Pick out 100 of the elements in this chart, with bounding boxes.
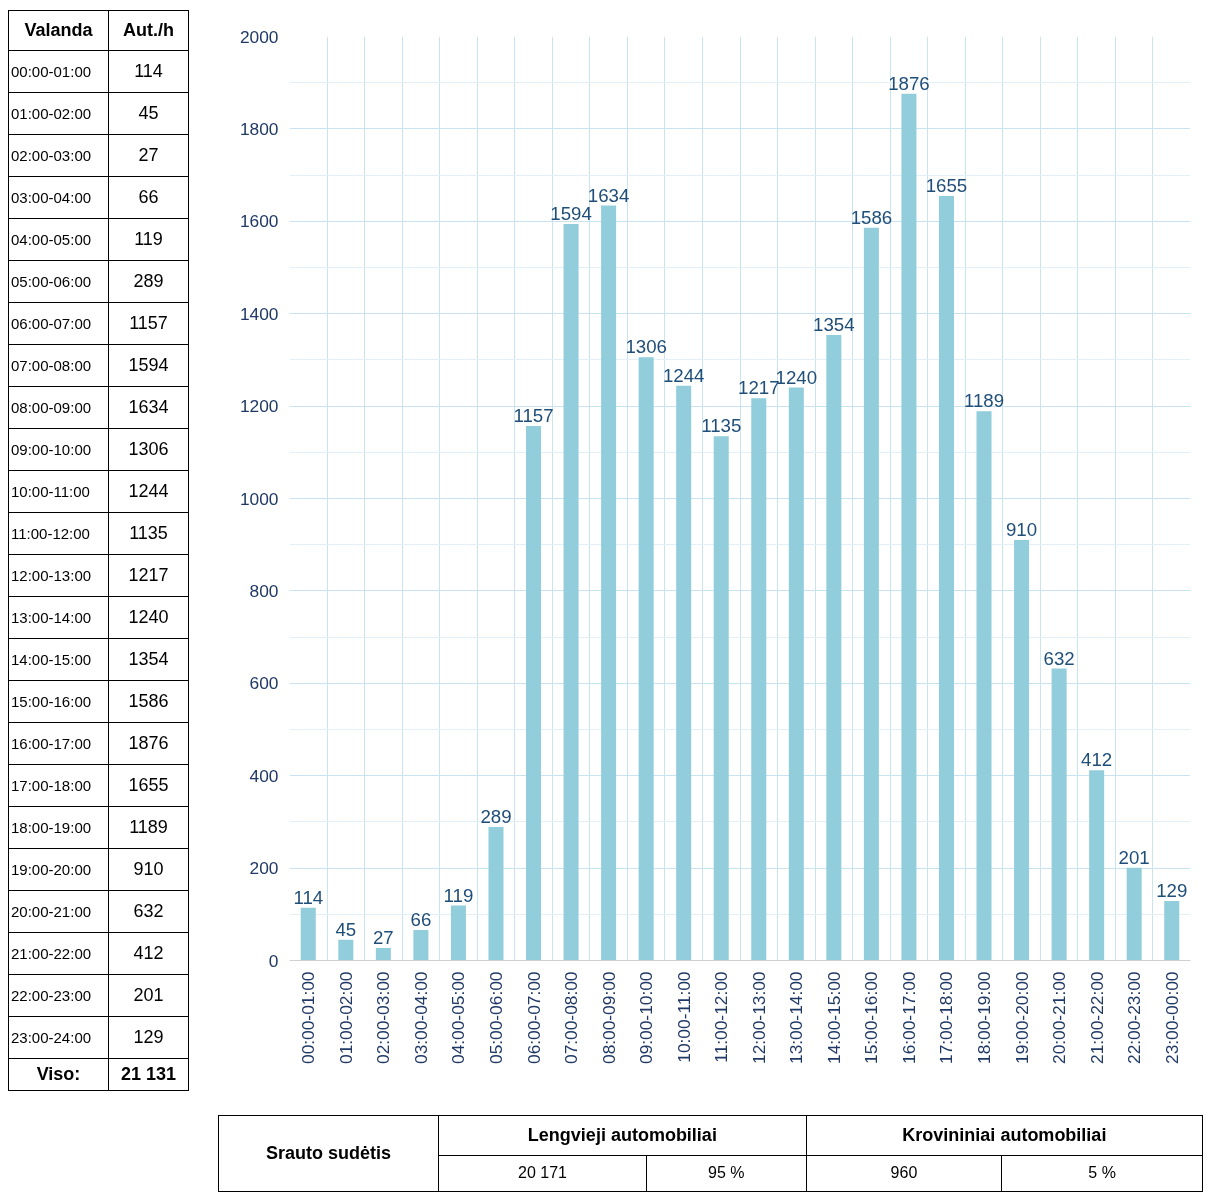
y-tick-label: 0 <box>268 950 279 971</box>
x-tick-label: 13:00-14:00 <box>786 971 807 1064</box>
x-tick-label: 06:00-07:00 <box>523 971 544 1064</box>
x-tick-label: 10:00-11:00 <box>673 971 694 1063</box>
text: Valanda <box>8 10 109 51</box>
y-tick-label: 800 <box>249 580 279 601</box>
x-tick-label: 02:00-03:00 <box>373 971 394 1064</box>
text: 17:00-18:00 <box>8 764 109 807</box>
y-tick-label: 200 <box>249 858 279 879</box>
text: 20 171 <box>438 1155 647 1192</box>
x-tick-label: 17:00-18:00 <box>936 971 957 1064</box>
data-label: 201 <box>1118 846 1150 868</box>
text: 01:00-02:00 <box>8 92 109 135</box>
bar <box>338 939 354 961</box>
bar <box>901 93 917 961</box>
text: 119 <box>108 218 189 261</box>
text: 1244 <box>108 470 189 513</box>
x-tick-label: 11:00-12:00 <box>711 971 732 1063</box>
data-label: 1135 <box>701 415 742 437</box>
data-label: 1189 <box>963 390 1005 412</box>
text: 13:00-14:00 <box>8 596 109 639</box>
bar <box>1126 867 1142 961</box>
x-tick-label: 23:00-00:00 <box>1161 971 1182 1064</box>
x-tick-label: 22:00-23:00 <box>1124 971 1145 1064</box>
text: 20:00-21:00 <box>8 890 109 933</box>
x-tick-label: 03:00-04:00 <box>410 971 431 1064</box>
text: 09:00-10:00 <box>8 428 109 471</box>
bar <box>638 357 654 961</box>
y-tick-label: 1800 <box>239 118 279 139</box>
text: 1306 <box>108 428 189 471</box>
bar <box>450 905 466 961</box>
data-label: 1655 <box>925 174 968 196</box>
text: 27 <box>108 134 189 177</box>
text: 1634 <box>108 386 189 429</box>
text: 18:00-19:00 <box>8 806 109 849</box>
text: 10:00-11:00 <box>8 470 109 513</box>
text: 1354 <box>108 638 189 681</box>
text: 21 131 <box>108 1058 189 1091</box>
data-label: 66 <box>410 909 432 931</box>
data-label: 1586 <box>850 206 893 228</box>
data-label: 632 <box>1043 647 1075 669</box>
text: 00:00-01:00 <box>8 50 109 93</box>
data-label: 412 <box>1081 749 1113 771</box>
x-tick-label: 21:00-22:00 <box>1086 971 1107 1064</box>
text: 95 % <box>646 1155 807 1192</box>
text: 1586 <box>108 680 189 723</box>
y-tick-label: 2000 <box>239 26 279 47</box>
y-tick-label: 1000 <box>239 488 279 509</box>
x-tick-label: 00:00-01:00 <box>298 971 319 1064</box>
x-tick-label: 19:00-20:00 <box>1011 971 1032 1064</box>
x-tick-label: 15:00-16:00 <box>861 971 882 1064</box>
bar <box>563 224 579 961</box>
data-label: 114 <box>293 886 324 908</box>
data-label: 1157 <box>513 404 554 426</box>
x-tick-label: 18:00-19:00 <box>974 971 995 1064</box>
bar <box>488 826 504 961</box>
text: 1189 <box>108 806 189 849</box>
bar <box>1014 540 1030 961</box>
data-label: 1244 <box>662 364 705 386</box>
text: 04:00-05:00 <box>8 218 109 261</box>
x-tick-label: 12:00-13:00 <box>748 971 769 1064</box>
bar <box>863 227 879 961</box>
bar <box>713 436 729 961</box>
text: 1655 <box>108 764 189 807</box>
text: 45 <box>108 92 189 135</box>
x-tick-label: 09:00-10:00 <box>636 971 657 1064</box>
bar <box>1164 900 1180 961</box>
data-label: 1876 <box>888 72 930 94</box>
text: Aut./h <box>108 10 189 51</box>
text: 1157 <box>108 302 189 345</box>
data-label: 119 <box>443 884 474 906</box>
bar <box>300 907 316 961</box>
text: Krovininiai automobiliai <box>806 1115 1203 1156</box>
text: 14:00-15:00 <box>8 638 109 681</box>
data-label: 1594 <box>550 203 592 225</box>
text: 114 <box>108 50 189 93</box>
text: 06:00-07:00 <box>8 302 109 345</box>
text: 66 <box>108 176 189 219</box>
text: 1240 <box>108 596 189 639</box>
y-tick-label: 600 <box>249 673 279 694</box>
text: 1217 <box>108 554 189 597</box>
bar <box>1089 770 1105 961</box>
bar <box>526 425 542 961</box>
text: 08:00-09:00 <box>8 386 109 429</box>
bar <box>1051 668 1067 961</box>
text: 16:00-17:00 <box>8 722 109 765</box>
bar <box>826 334 842 961</box>
data-label: 1634 <box>587 184 630 206</box>
text: 960 <box>806 1155 1002 1192</box>
x-tick-label: 05:00-06:00 <box>485 971 506 1064</box>
y-tick-label: 1600 <box>239 211 279 232</box>
x-tick-label: 07:00-08:00 <box>561 971 582 1064</box>
text: 129 <box>108 1016 189 1059</box>
text: 5 % <box>1001 1155 1203 1192</box>
data-label: 129 <box>1156 879 1188 901</box>
data-label: 289 <box>480 805 512 827</box>
text: 1876 <box>108 722 189 765</box>
text: 11:00-12:00 <box>8 512 109 555</box>
text: 201 <box>108 974 189 1017</box>
text: 412 <box>108 932 189 975</box>
